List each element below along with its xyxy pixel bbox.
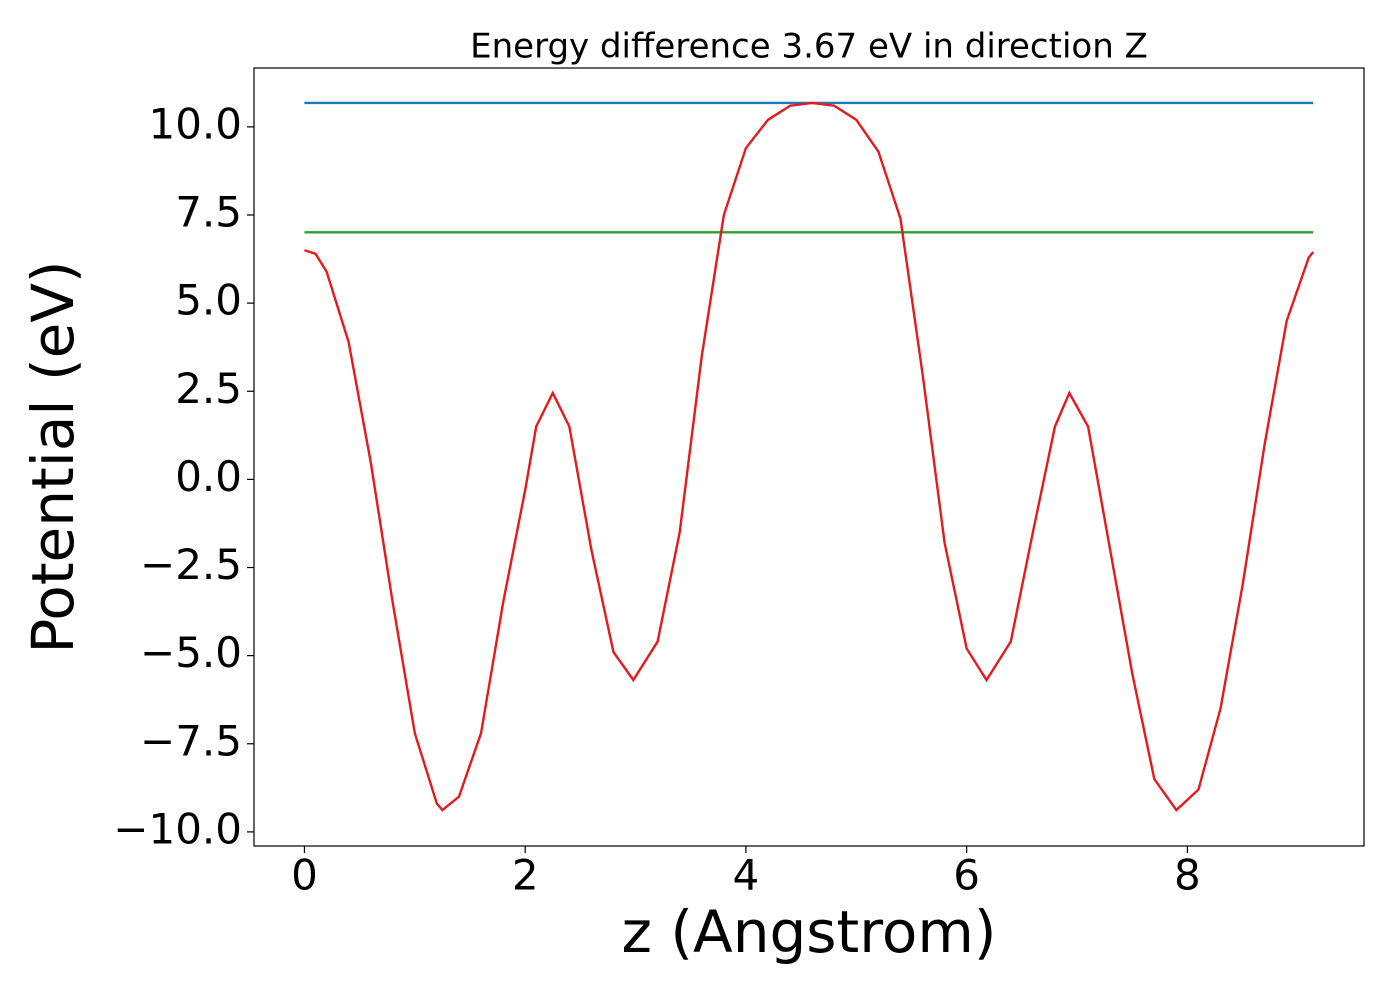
y-tick-label: −7.5: [140, 716, 242, 765]
y-tick-label: 10.0: [148, 99, 242, 148]
y-tick-label: 2.5: [175, 364, 242, 413]
y-tick-label: 7.5: [175, 187, 242, 236]
data-line: [304, 101, 1315, 812]
y-tick-label: −5.0: [140, 628, 242, 677]
x-tick-label: 6: [953, 851, 980, 900]
y-tick-label: −2.5: [140, 540, 242, 589]
x-tick-label: 8: [1174, 851, 1201, 900]
y-tick-label: 5.0: [175, 276, 242, 325]
y-tick-label: 0.0: [175, 452, 242, 501]
x-axis-label: z (Angstrom): [622, 898, 997, 966]
x-tick-label: 4: [733, 851, 760, 900]
chart-title: Energy difference 3.67 eV in direction Z: [470, 27, 1148, 67]
x-tick-label: 0: [291, 851, 318, 900]
plot-frame: [253, 67, 1365, 847]
y-axis-label: Potential (eV): [19, 260, 87, 653]
x-tick-label: 2: [512, 851, 539, 900]
y-tick-label: −10.0: [113, 804, 242, 853]
